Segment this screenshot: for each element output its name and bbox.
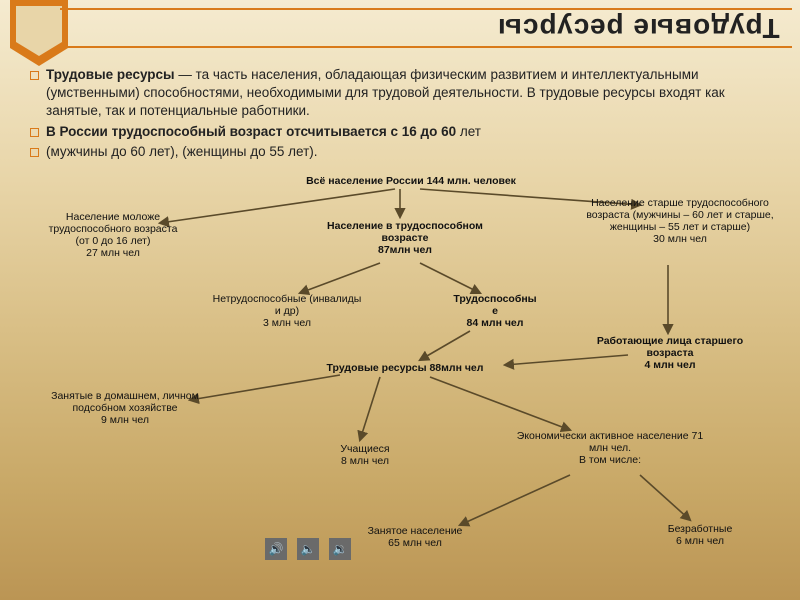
node-n10: Экономически активное население 71 млн ч… (510, 430, 710, 466)
node-n2: Население в трудоспособном возрасте87млн… (305, 220, 505, 256)
diagram-area: Всё население России 144 млн. человек Нас… (0, 175, 800, 600)
node-n1: Население моложе трудоспособного возраст… (38, 211, 188, 259)
play-icon[interactable]: 🔈 (297, 538, 319, 560)
edge-9 (360, 377, 380, 440)
node-n3: Население старше трудоспособного возраст… (580, 197, 780, 245)
node-n8: Занятые в домашнем, личном подсобном хоз… (40, 390, 210, 426)
edge-0 (160, 189, 395, 223)
node-n12: Безработные6 млн чел (640, 523, 760, 547)
media-icons: 🔊 🔈 🔉 (265, 538, 351, 560)
bullet-list: Трудовые ресурсы — та часть населения, о… (30, 66, 770, 163)
title-bar: Трудовые ресурсы (60, 8, 792, 48)
edge-6 (420, 331, 470, 360)
bullet-2: В России трудоспособный возраст отсчитыв… (30, 123, 770, 141)
bullet-1: Трудовые ресурсы — та часть населения, о… (30, 66, 770, 121)
node-n0: Всё население России 144 млн. человек (296, 175, 526, 187)
sound-icon[interactable]: 🔊 (265, 538, 287, 560)
node-n5: Трудоспособные84 млн чел (430, 293, 560, 329)
edge-3 (300, 263, 380, 293)
edge-11 (460, 475, 570, 525)
node-n4: Нетрудоспособные (инвалиды и др)3 млн че… (212, 293, 362, 329)
node-n6: Трудовые ресурсы 88млн чел (300, 362, 510, 374)
node-n9: Учащиеся8 млн чел (310, 443, 420, 467)
edge-12 (640, 475, 690, 520)
slide-title: Трудовые ресурсы (497, 12, 780, 44)
sound-icon-2[interactable]: 🔉 (329, 538, 351, 560)
edge-10 (430, 377, 570, 430)
node-n11: Занятое население65 млн чел (340, 525, 490, 549)
node-n7: Работающие лица старшего возраста4 млн ч… (580, 335, 760, 371)
bullet-3: (мужчины до 60 лет), (женщины до 55 лет)… (30, 143, 770, 161)
edge-8 (190, 375, 340, 400)
edge-4 (420, 263, 480, 293)
